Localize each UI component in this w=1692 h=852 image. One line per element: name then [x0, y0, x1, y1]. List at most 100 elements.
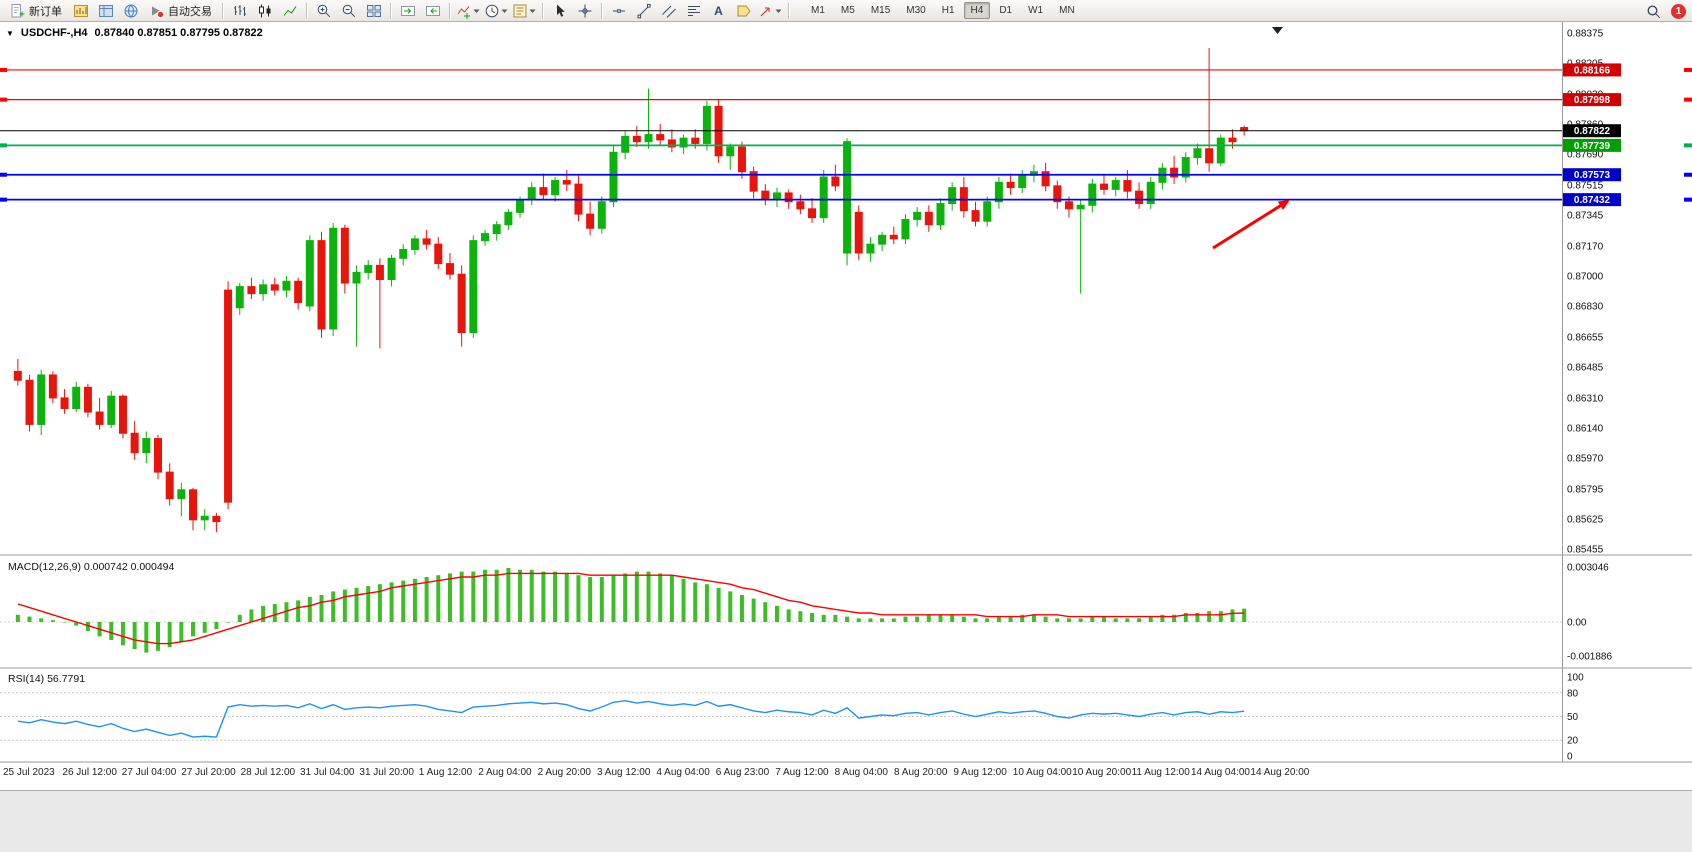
new-order-label: 新订单 — [29, 3, 62, 19]
fibonacci-button[interactable] — [682, 0, 705, 21]
candle-bear — [633, 136, 640, 141]
navigator-button[interactable] — [119, 0, 142, 21]
timeframe-H1[interactable]: H1 — [935, 2, 962, 19]
timeframe-M15[interactable]: M15 — [864, 2, 897, 19]
candle-bull — [703, 106, 710, 143]
candle-bull — [260, 285, 267, 294]
chevron-down-icon — [501, 8, 508, 14]
macd-bar — [798, 611, 802, 622]
macd-bar — [728, 591, 732, 622]
crosshair-button[interactable] — [573, 0, 596, 21]
candle-bear — [190, 490, 197, 520]
timeframe-MN[interactable]: MN — [1052, 2, 1082, 19]
macd-bar — [378, 584, 382, 622]
search-icon — [1646, 4, 1662, 20]
trendline-button[interactable] — [632, 0, 655, 21]
candle-bull — [949, 188, 956, 204]
macd-bar — [133, 622, 137, 649]
zoom-out-button[interactable] — [337, 0, 360, 21]
candle-bull — [879, 235, 886, 244]
price-axis[interactable] — [1563, 22, 1692, 762]
periods-button[interactable] — [483, 0, 509, 21]
tile-windows-button[interactable] — [362, 0, 385, 21]
candle-bull — [645, 135, 652, 142]
macd-bar — [331, 591, 335, 622]
search-button[interactable] — [1642, 1, 1665, 22]
market-watch-button[interactable] — [69, 0, 92, 21]
notification-badge[interactable]: 1 — [1671, 4, 1686, 19]
indicators-button[interactable] — [455, 0, 481, 21]
candle-bear — [458, 274, 465, 332]
zoom-in-button[interactable] — [312, 0, 335, 21]
timeframe-M30[interactable]: M30 — [899, 2, 932, 19]
time-axis[interactable] — [0, 762, 1692, 788]
candle-bull — [914, 212, 921, 219]
candle-bear — [738, 147, 745, 172]
macd-bar — [775, 606, 779, 622]
macd-bar — [296, 600, 300, 622]
new-order-button[interactable]: 新订单 — [5, 0, 67, 21]
macd-bar — [1137, 618, 1141, 622]
macd-bar — [845, 617, 849, 622]
data-window-icon — [98, 3, 114, 19]
new-order-icon — [10, 3, 26, 19]
macd-bar — [261, 606, 265, 622]
timeframe-M5[interactable]: M5 — [834, 2, 862, 19]
macd-bar — [588, 577, 592, 622]
templates-button[interactable] — [511, 0, 537, 21]
text-tool-button[interactable]: A — [707, 0, 730, 21]
auto-scroll-button[interactable] — [396, 0, 419, 21]
bar-chart-button[interactable] — [228, 0, 251, 21]
candle-bull — [306, 241, 313, 306]
candle-bull — [1077, 205, 1084, 209]
chart-shift-button[interactable] — [421, 0, 444, 21]
chevron-down-icon — [775, 8, 782, 14]
channel-icon — [661, 3, 677, 19]
macd-bar — [355, 588, 359, 622]
candle-bull — [283, 281, 290, 290]
candle-bear — [376, 265, 383, 279]
macd-bar — [670, 575, 674, 622]
candle-bear — [446, 264, 453, 275]
candle-bull — [1019, 175, 1026, 187]
macd-bar — [320, 595, 324, 622]
cursor-button[interactable] — [548, 0, 571, 21]
macd-bar — [600, 577, 604, 622]
macd-bar — [915, 617, 919, 622]
timeframe-M1[interactable]: M1 — [804, 2, 832, 19]
macd-bar — [541, 572, 545, 622]
horizontal-line-button[interactable] — [607, 0, 630, 21]
macd-bar — [565, 573, 569, 622]
text-label-button[interactable] — [732, 0, 755, 21]
timeframe-H4[interactable]: H4 — [964, 2, 991, 19]
data-window-button[interactable] — [94, 0, 117, 21]
candle-bull — [1194, 149, 1201, 158]
arrows-tool-button[interactable] — [757, 0, 783, 21]
macd-bar — [308, 597, 312, 622]
candle-bull — [236, 287, 243, 308]
macd-bar — [530, 570, 534, 622]
macd-bar — [249, 609, 253, 622]
autotrading-button[interactable]: 自动交易 — [144, 0, 217, 21]
candle-bear — [213, 516, 220, 521]
symbol-dropdown-icon[interactable]: ▼ — [6, 29, 14, 38]
chart-canvas[interactable]: 0.883750.882050.880300.878600.876900.875… — [0, 22, 1692, 790]
candlestick-chart-button[interactable] — [253, 0, 276, 21]
timeframe-D1[interactable]: D1 — [992, 2, 1019, 19]
candle-bear — [26, 380, 33, 424]
macd-bar — [273, 604, 277, 622]
macd-bar — [1102, 617, 1106, 622]
macd-bar — [1219, 611, 1223, 622]
symbol-period-label: USDCHF-,H4 — [21, 27, 88, 39]
macd-bar — [436, 575, 440, 622]
line-chart-button[interactable] — [278, 0, 301, 21]
candle-bull — [482, 234, 489, 241]
channel-button[interactable] — [657, 0, 680, 21]
level-left-marker — [0, 98, 7, 102]
chart-window: 0.883750.882050.880300.878600.876900.875… — [0, 22, 1692, 790]
macd-bar — [658, 573, 662, 622]
timeframe-W1[interactable]: W1 — [1021, 2, 1050, 19]
macd-bar — [553, 572, 557, 622]
macd-bar — [191, 622, 195, 636]
macd-bar — [1079, 618, 1083, 622]
